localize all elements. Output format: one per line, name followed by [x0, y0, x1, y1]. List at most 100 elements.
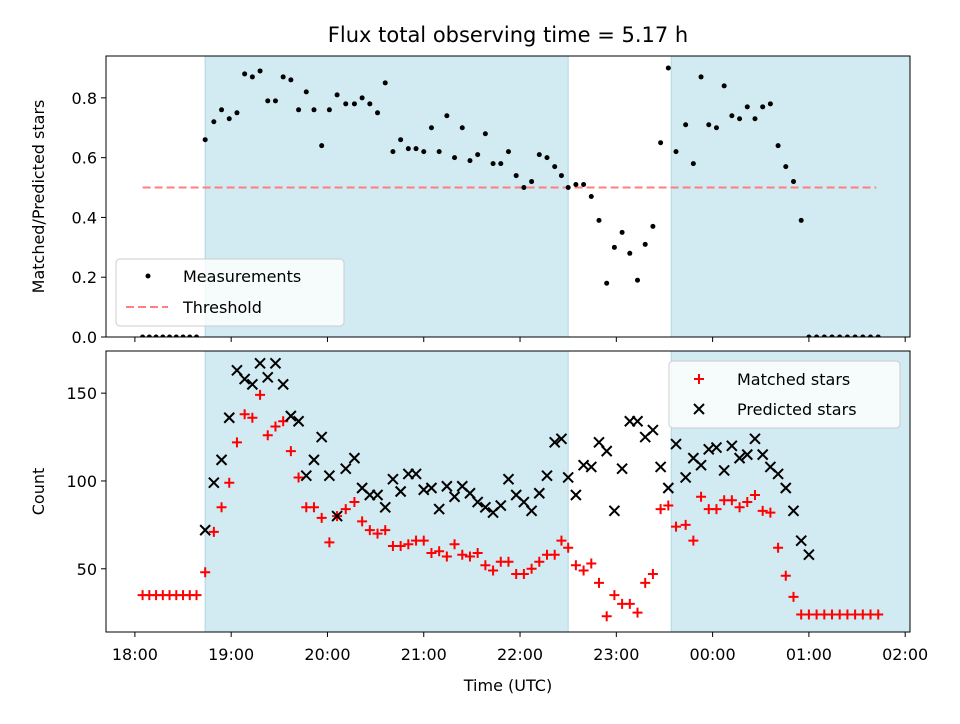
predicted-star-point — [533, 487, 546, 499]
matched-star-point — [472, 547, 483, 558]
measurement-point — [596, 217, 602, 223]
predicted-star-point — [285, 410, 297, 422]
matched-star-point — [357, 516, 368, 527]
matched-star-point — [449, 539, 460, 550]
measurement-point — [242, 71, 248, 77]
predicted-star-point — [223, 412, 235, 424]
matched-star-point — [262, 430, 273, 441]
predicted-star-point — [441, 480, 453, 492]
predicted-star-point — [600, 445, 613, 457]
y-tick-label: 150 — [66, 384, 97, 403]
measurement-point — [844, 334, 850, 337]
measurement-point — [405, 146, 411, 152]
measurement-point — [581, 182, 587, 188]
predicted-star-point — [654, 461, 667, 473]
measurement-point — [467, 158, 473, 164]
measurement-point — [202, 137, 208, 143]
matched-star-point — [586, 558, 597, 569]
x-axis-label: Time (UTC) — [463, 676, 552, 695]
predicted-star-point — [749, 433, 761, 445]
measurement-point — [690, 161, 696, 167]
matched-star-point — [788, 591, 799, 602]
legend-predicted-label: Predicted stars — [737, 400, 857, 419]
measurement-point — [713, 125, 719, 131]
measurement-point — [783, 164, 789, 170]
y-axis-label: Count — [29, 468, 48, 516]
predicted-star-point — [616, 462, 628, 475]
predicted-star-point — [371, 489, 384, 501]
measurement-point — [498, 161, 504, 167]
observing-window-shade — [671, 56, 910, 337]
measurement-point — [521, 185, 527, 191]
predicted-star-point — [555, 433, 568, 445]
predicted-star-point — [394, 485, 407, 498]
matched-star-point — [324, 537, 335, 548]
measurement-point — [296, 107, 302, 113]
measurement-point — [868, 334, 874, 337]
measurement-point — [421, 149, 427, 155]
predicted-star-point — [300, 469, 312, 482]
measurement-point — [837, 334, 843, 337]
measurement-point — [167, 334, 173, 337]
predicted-star-point — [780, 482, 792, 494]
measurement-point — [706, 122, 712, 128]
x-tick-label: 01:00 — [786, 645, 832, 664]
count-panel: 50 100 150 18:00 19:00 20:00 21:00 22:00 23:00 00… — [29, 350, 928, 695]
matched-star-point — [372, 528, 383, 539]
y-axis-label: Matched/Predicted stars — [29, 100, 48, 294]
measurement-point — [140, 334, 146, 337]
predicted-star-point — [787, 505, 800, 517]
measurement-point — [482, 131, 488, 137]
measurement-point — [683, 122, 689, 128]
measurement-point — [265, 98, 271, 104]
predicted-star-point — [199, 524, 211, 536]
observing-window-shade — [205, 351, 569, 632]
measurement-point — [311, 107, 317, 113]
matched-star-point — [773, 542, 784, 553]
measurement-point — [452, 155, 458, 161]
predicted-star-point — [495, 499, 507, 512]
measurement-point — [505, 149, 511, 155]
matched-star-point — [503, 556, 514, 567]
measurement-point — [413, 146, 419, 152]
measurement-point — [642, 241, 648, 247]
matched-star-point — [380, 525, 391, 536]
legend-matched-marker — [694, 374, 704, 384]
x-tick-label: 22:00 — [497, 645, 543, 664]
measurement-point — [737, 116, 743, 122]
matched-star-point — [364, 525, 375, 536]
measurement-point — [875, 334, 881, 337]
predicted-star-point — [269, 357, 282, 370]
matched-star-point — [671, 521, 682, 532]
x-tick-label: 18:00 — [112, 645, 158, 664]
measurement-point — [180, 334, 186, 337]
predicted-star-point — [425, 482, 438, 494]
predicted-star-point — [741, 448, 753, 461]
matched-star-point — [601, 611, 612, 622]
predicted-star-point — [608, 505, 621, 517]
y-tick-label: 0.4 — [72, 208, 97, 227]
measurement-point — [326, 107, 332, 113]
predicted-star-point — [670, 438, 682, 450]
matched-star-point — [464, 551, 475, 562]
matched-star-point — [518, 569, 529, 580]
y-tick-label: 0.6 — [72, 149, 97, 168]
matched-star-point — [726, 495, 737, 506]
measurement-point — [351, 101, 357, 107]
legend-box — [115, 258, 345, 327]
matched-star-point — [593, 577, 604, 588]
measurement-point — [588, 194, 594, 199]
matched-star-point — [688, 535, 699, 546]
measurement-point — [806, 334, 812, 337]
matched-star-point — [488, 565, 499, 576]
measurement-point — [257, 68, 263, 74]
predicted-star-point — [292, 415, 305, 427]
measurement-point — [814, 334, 820, 337]
legend-matched-label: Matched stars — [737, 370, 850, 389]
predicted-star-point — [315, 431, 328, 443]
measurement-point — [343, 101, 349, 107]
measurement-point — [529, 179, 535, 185]
predicted-star-point — [448, 491, 461, 503]
measurement-point — [153, 334, 159, 337]
matched-star-point — [270, 421, 281, 432]
